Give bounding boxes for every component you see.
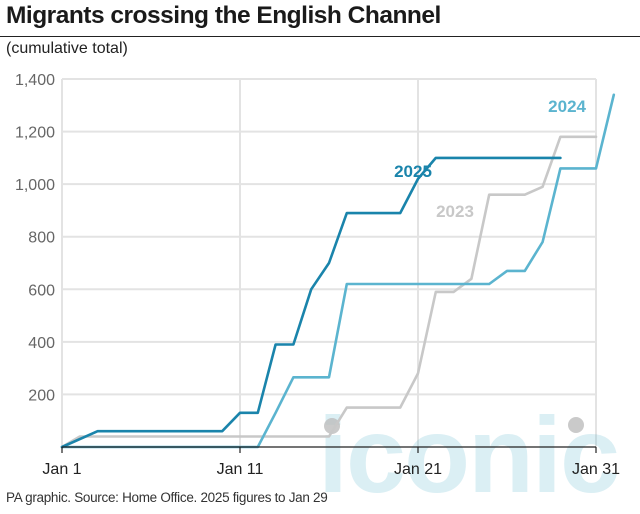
watermark-dot xyxy=(324,418,340,434)
series-label-2025: 2025 xyxy=(394,162,432,181)
series-label-2024: 2024 xyxy=(548,97,586,116)
x-tick-label: Jan 1 xyxy=(42,461,81,478)
series-line-2025 xyxy=(60,156,562,449)
y-tick-label: 400 xyxy=(28,335,55,352)
y-tick-label: 1,400 xyxy=(15,72,55,89)
series-line-2023 xyxy=(60,135,598,449)
watermark-text: iconic xyxy=(318,394,618,514)
watermark-dot xyxy=(568,417,584,433)
x-tick-label: Jan 11 xyxy=(217,461,264,478)
chart-subtitle: (cumulative total) xyxy=(6,40,128,57)
series-label-2023: 2023 xyxy=(436,202,474,221)
series-labels: 2023 2024 2025 xyxy=(394,97,586,221)
y-tick-label: 600 xyxy=(28,282,55,299)
series-lines xyxy=(60,93,616,449)
source-note: PA graphic. Source: Home Office. 2025 fi… xyxy=(6,490,328,505)
gridlines xyxy=(61,78,597,447)
x-axis-ticks: Jan 1 Jan 11 Jan 21 Jan 31 xyxy=(42,447,620,478)
x-tick-label: Jan 31 xyxy=(572,461,620,478)
iconic-watermark: iconic xyxy=(318,394,620,514)
y-axis-ticks: 200 400 600 800 1,000 1,200 1,400 xyxy=(15,72,55,404)
title-rule xyxy=(0,36,640,37)
y-tick-label: 1,200 xyxy=(15,125,55,142)
y-tick-label: 200 xyxy=(28,387,55,404)
y-tick-label: 1,000 xyxy=(15,177,55,194)
y-tick-label: 800 xyxy=(28,230,55,247)
chart-title: Migrants crossing the English Channel xyxy=(6,2,441,29)
x-tick-label: Jan 21 xyxy=(394,461,442,478)
series-line-2024 xyxy=(60,93,616,449)
